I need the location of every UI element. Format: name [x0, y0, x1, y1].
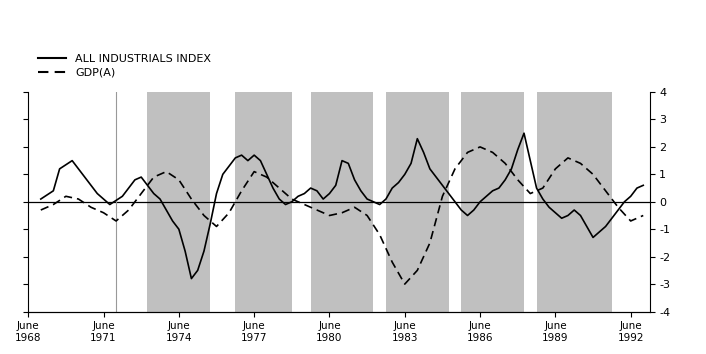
Bar — [235, 92, 292, 312]
Legend: ALL INDUSTRIALS INDEX, GDP(A): ALL INDUSTRIALS INDEX, GDP(A) — [34, 50, 215, 82]
Bar — [537, 92, 612, 312]
Bar — [148, 92, 210, 312]
Bar — [386, 92, 449, 312]
Bar — [311, 92, 373, 312]
Bar — [461, 92, 524, 312]
